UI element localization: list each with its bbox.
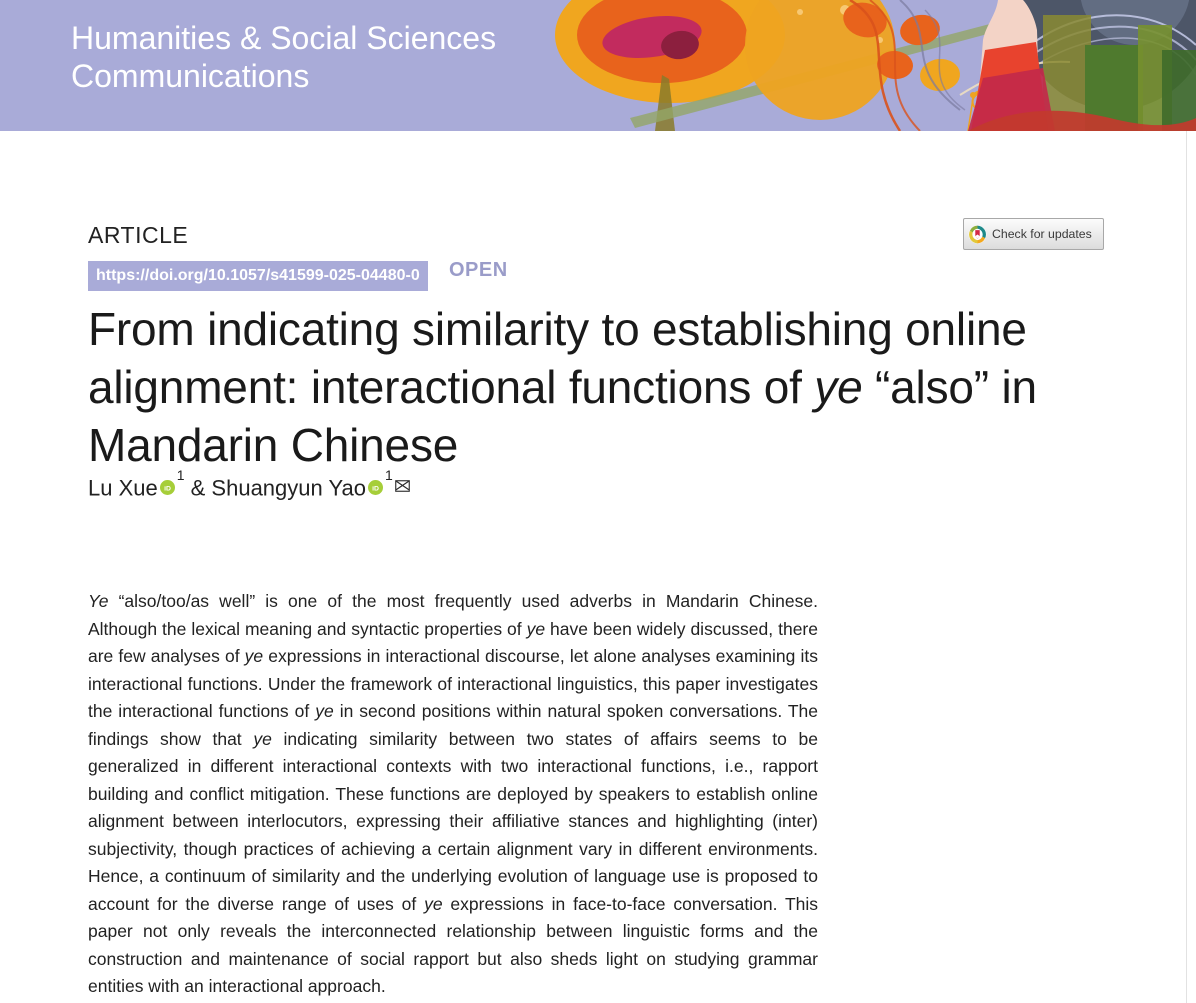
svg-text:iD: iD (372, 486, 379, 493)
svg-text:iD: iD (164, 486, 171, 493)
